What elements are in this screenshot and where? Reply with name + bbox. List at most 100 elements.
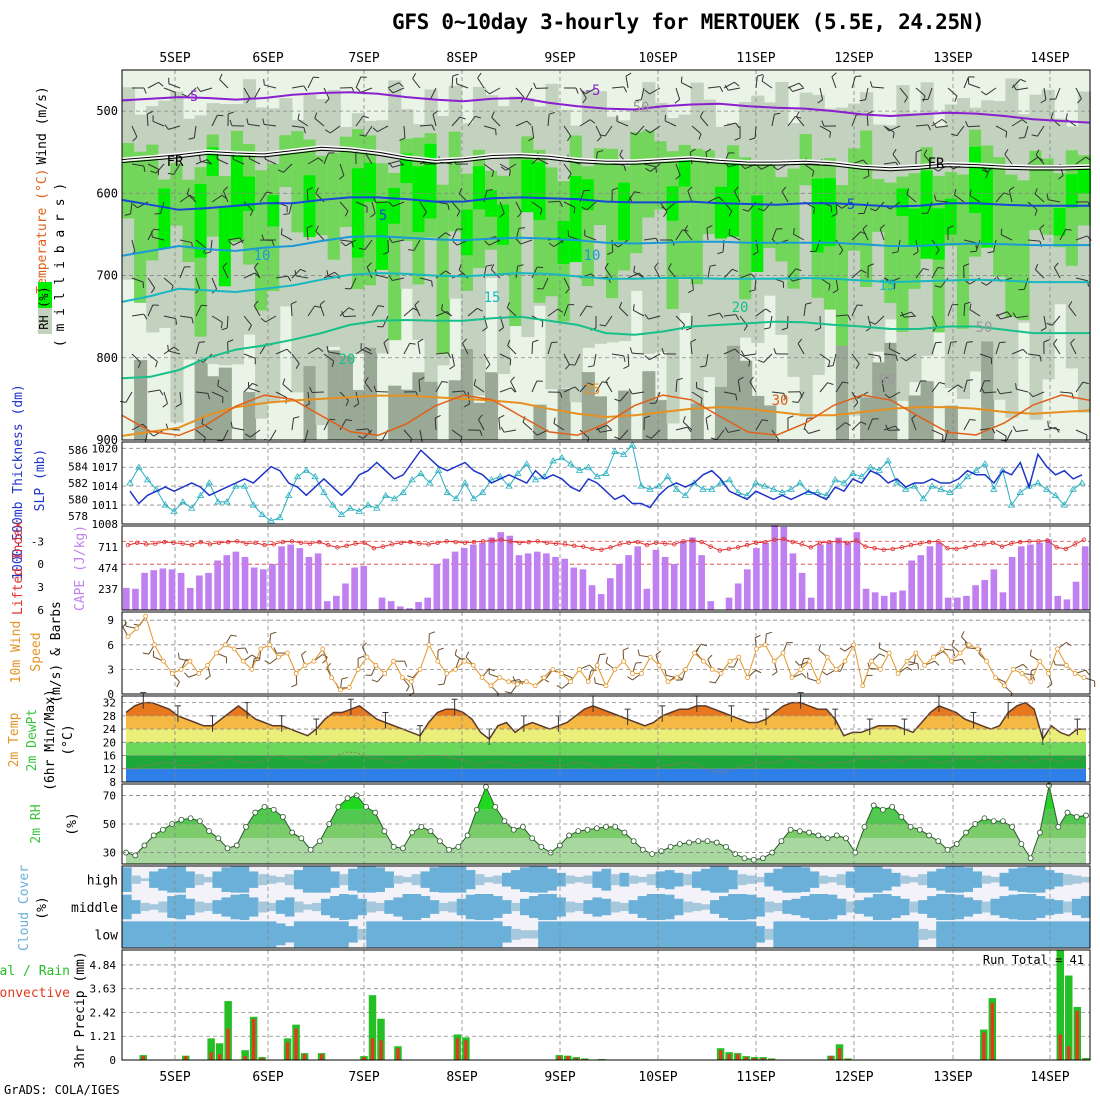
wind-barb: [599, 125, 613, 137]
wind-barb: [883, 353, 899, 362]
cape-bar: [1036, 542, 1043, 610]
precip-tick-label: 0: [109, 1054, 116, 1067]
wind10-point: [311, 658, 317, 664]
wind-barb: [680, 76, 693, 89]
cloud-cell-high: [411, 874, 422, 886]
lifted-point: [535, 539, 540, 544]
wind-barb: [253, 262, 261, 279]
lifted-point: [444, 539, 449, 544]
wind10-point: [718, 671, 724, 676]
wind10-point: [1001, 683, 1007, 689]
cloud-cell-high: [1080, 876, 1091, 883]
cloud-cell-low: [918, 928, 928, 940]
lifted-tick-label: 6: [37, 604, 44, 617]
wind-barb: [168, 77, 181, 89]
slp-point: [267, 517, 275, 524]
cloud-cell-middle: [429, 900, 440, 914]
wind-barb: [931, 266, 944, 279]
wind10-point: [948, 658, 954, 664]
cloud-cell-middle: [610, 901, 621, 913]
wind-barb: [835, 239, 844, 256]
rh2m-point: [418, 823, 425, 830]
rh-cell: [557, 388, 571, 440]
wind-barb: [307, 76, 320, 89]
cloud-cell-low: [746, 921, 756, 948]
credit-text: GrADS: COLA/IGES: [4, 1083, 120, 1097]
wind-barb: [290, 301, 297, 317]
wind-barb: [645, 429, 661, 439]
rh2m-point: [483, 783, 489, 790]
temp2m-axis-label-4: (°C): [61, 724, 76, 755]
rh-legend-swatch-dark: [38, 308, 52, 334]
wind10-point: [1010, 667, 1016, 672]
wind-barb: [865, 315, 872, 332]
cloud-cell-low: [302, 921, 313, 948]
rh-cell: [581, 372, 595, 440]
wind-barb: [388, 201, 405, 207]
wind-barb: [691, 391, 703, 405]
rh-cell: [739, 157, 753, 300]
cape-bar: [314, 553, 322, 610]
contour-label: 50: [976, 320, 993, 336]
cloud-cell-high: [239, 866, 250, 893]
cloud-cell-middle: [619, 902, 630, 912]
slp-point: [417, 469, 425, 476]
lifted-point: [471, 539, 477, 545]
isotherm-30: [121, 394, 1091, 437]
cape-bar: [287, 544, 295, 610]
wind-barb: [563, 353, 570, 370]
slp-point: [981, 460, 989, 467]
cloud-cell-high: [628, 875, 639, 884]
lifted-point: [417, 541, 422, 546]
rh2m-point: [252, 809, 259, 816]
rh-cell: [1077, 91, 1091, 413]
wind-barb: [605, 376, 613, 393]
lifted-point: [1072, 542, 1078, 547]
lifted-point: [553, 541, 559, 546]
wind-barb: [644, 353, 661, 361]
wind-barb: [803, 417, 814, 431]
wind-barb: [531, 201, 543, 215]
wind10-point: [125, 634, 131, 639]
cape-bar: [826, 542, 833, 610]
wind-barb: [152, 115, 165, 127]
cape-bar: [278, 546, 285, 610]
precip-convective-bar: [1075, 1010, 1079, 1060]
wind-barb: [462, 338, 469, 355]
rh-cell: [751, 195, 765, 273]
lifted-point: [826, 539, 832, 545]
wind-barb: [408, 239, 421, 251]
cloud-cell-middle: [981, 901, 992, 913]
cloud-cell-low: [592, 921, 603, 948]
wind-barb: [259, 191, 273, 203]
wind10-point: [966, 642, 972, 648]
wind-barb: [851, 269, 867, 279]
rh2m-point: [741, 855, 748, 862]
cloud-cell-middle: [538, 894, 548, 920]
wind-barb: [915, 267, 930, 279]
precip-convective-bar: [837, 1048, 842, 1060]
wind-barb: [892, 148, 901, 165]
cloud-cell-middle: [167, 896, 177, 918]
slp-point: [276, 513, 284, 521]
wind-barb: [884, 125, 901, 132]
cape-bar: [817, 544, 824, 610]
date-label-bottom: 8SEP: [446, 1070, 477, 1085]
precip-convective-bar: [396, 1048, 400, 1060]
lifted-point: [144, 542, 149, 547]
cloud-cell-high: [845, 871, 856, 888]
cloud-cell-middle: [909, 901, 919, 913]
wind-barb: [1011, 348, 1028, 355]
slp-point: [602, 469, 610, 476]
cloud-cell-low: [321, 921, 331, 948]
wind-barb: [915, 87, 926, 102]
lifted-point: [999, 544, 1005, 549]
cloud-cell-high: [538, 866, 548, 893]
wind-barb: [661, 348, 677, 355]
slp-point: [284, 491, 293, 499]
wind-barb: [963, 301, 971, 317]
wind10-point: [169, 671, 175, 676]
wind-barb: [687, 186, 693, 203]
rh2m-point: [575, 828, 582, 835]
date-label-bottom: 10SEP: [638, 1070, 677, 1085]
